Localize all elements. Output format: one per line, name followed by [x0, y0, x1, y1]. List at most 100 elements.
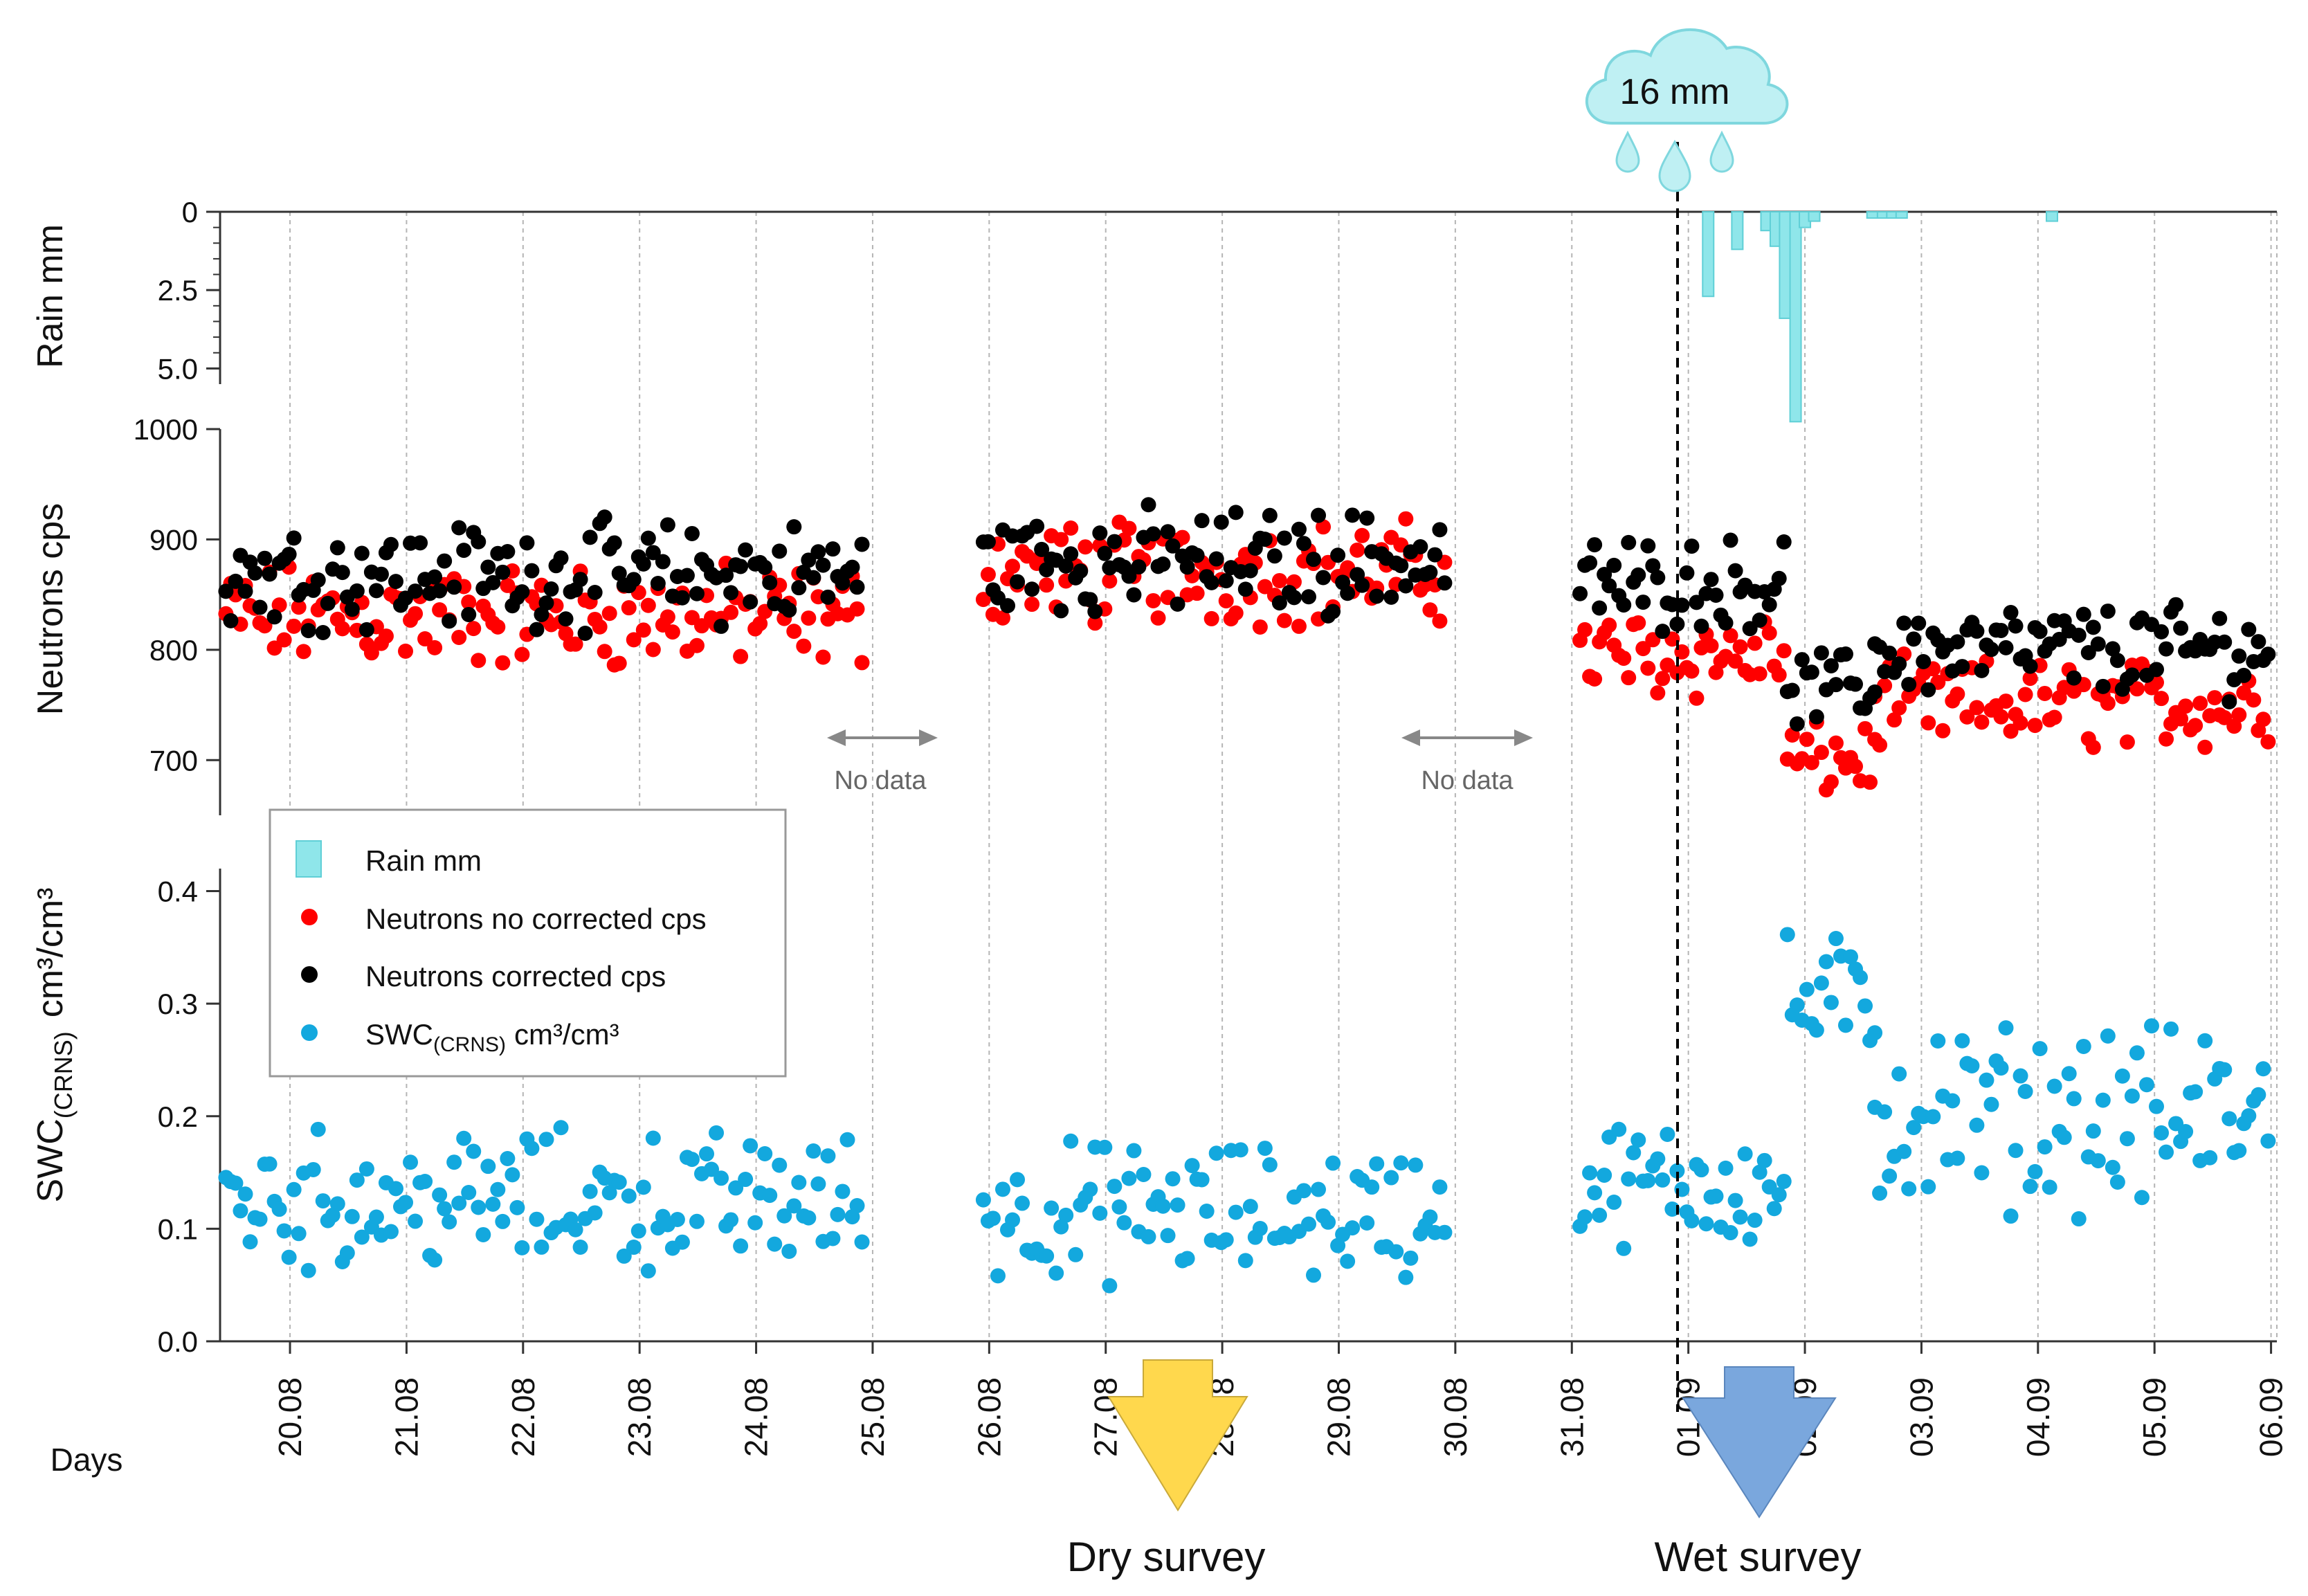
neutrons-point [1350, 542, 1365, 558]
swc-point [1998, 1020, 2014, 1036]
legend-label-corrected: Neutrons corrected cps [365, 960, 666, 992]
neutrons-point [2188, 718, 2203, 734]
swc-point [1359, 1215, 1375, 1231]
neutrons-point [368, 583, 384, 599]
neutrons-point [228, 573, 244, 589]
swc-point [1233, 1142, 1248, 1158]
neutrons-point [1761, 597, 1777, 613]
neutrons-point [1005, 559, 1021, 574]
y-tick-label: 0.0 [158, 1325, 198, 1358]
neutrons-point [223, 613, 239, 628]
neutrons-point [810, 544, 826, 560]
neutrons-point [446, 579, 462, 595]
swc-point [2032, 1041, 2048, 1057]
neutrons-point [1935, 723, 1951, 738]
swc-point [626, 1240, 642, 1255]
neutrons-point [723, 604, 739, 620]
swc-point [1403, 1250, 1419, 1266]
swc-point [300, 1262, 316, 1278]
neutrons-point [1160, 524, 1176, 540]
swc-point [1048, 1265, 1064, 1281]
neutrons-point [2046, 709, 2062, 725]
swc-point [1107, 1179, 1123, 1195]
neutrons-point [2173, 620, 2189, 636]
neutrons-point [854, 655, 870, 671]
swc-point [1708, 1188, 1724, 1204]
neutrons-point [1630, 615, 1646, 631]
swc-panel: 0.0 0.1 0.2 0.3 0.4 SWC(CRNS)cm³/cm³ [30, 869, 2277, 1358]
neutrons-point [1789, 716, 1805, 732]
swc-point [1983, 1096, 1999, 1112]
swc-point [2003, 1208, 2019, 1224]
wet-survey-arrow [1682, 1366, 1837, 1518]
neutrons-point [2246, 692, 2262, 708]
neutrons-point [1194, 513, 1210, 529]
swc-point [417, 1173, 433, 1189]
neutrons-point [1383, 589, 1399, 605]
x-tick-label: 05.09 [2136, 1377, 2172, 1457]
swc-point [2017, 1083, 2033, 1099]
swc-point [1208, 1145, 1224, 1161]
neutrons-point [1189, 547, 1205, 563]
neutrons-point [650, 576, 666, 592]
swc-point [2138, 1077, 2154, 1093]
neutrons-point [1635, 641, 1651, 657]
legend-dot-uncorrected [301, 909, 318, 925]
swc-point [1853, 970, 1869, 986]
swc-point [616, 1248, 632, 1264]
swc-point [485, 1196, 501, 1212]
neutrons-point [1587, 537, 1603, 553]
swc-point [1828, 931, 1844, 947]
neutrons-point [635, 622, 651, 638]
neutrons-point [1901, 676, 1917, 692]
cloud-label: 16 mm [1620, 72, 1730, 112]
neutrons-point [329, 540, 345, 556]
swc-point [276, 1223, 292, 1239]
neutrons-point [626, 632, 642, 648]
swc-point [1587, 1185, 1603, 1201]
swc-point [1141, 1228, 1156, 1244]
neutrons-point [1393, 558, 1409, 574]
neutrons-point [2221, 693, 2237, 709]
dry-survey-marker: Dry survey [1067, 1359, 1265, 1580]
neutrons-point [592, 619, 608, 635]
swc-point [1388, 1244, 1404, 1260]
neutrons-point [2017, 687, 2033, 702]
neutrons-point [1703, 637, 1719, 653]
swc-point [1669, 1163, 1685, 1179]
neutrons-point [2260, 646, 2276, 662]
neutrons-point [577, 626, 593, 642]
neutrons-point [587, 584, 603, 600]
rain-bar [1731, 211, 1744, 251]
swc-point [587, 1205, 603, 1221]
swc-point [1776, 1173, 1792, 1189]
x-axis-title: Days [51, 1442, 123, 1478]
swc-point [1237, 1253, 1253, 1269]
neutrons-point [1228, 505, 1244, 520]
neutrons-point [2255, 711, 2271, 727]
swc-point [495, 1213, 511, 1229]
legend-label-rain: Rain mm [365, 844, 482, 877]
swc-point [830, 1206, 846, 1222]
no-data-label-2: No data [1421, 766, 1514, 795]
swc-point [403, 1154, 419, 1170]
neutrons-point [1432, 522, 1448, 538]
swc-point [835, 1184, 851, 1199]
swc-point [1698, 1216, 1714, 1232]
neutrons-point [1803, 754, 1819, 770]
neutrons-point [1276, 530, 1292, 546]
swc-point [1742, 1231, 1758, 1247]
neutrons-point [1650, 685, 1666, 701]
neutrons-point [252, 599, 268, 615]
neutrons-point [1311, 507, 1327, 523]
neutrons-point [621, 600, 637, 616]
neutrons-point [1708, 587, 1724, 603]
neutrons-point [1316, 570, 1332, 586]
neutrons-point [2212, 610, 2228, 626]
neutrons-point [844, 559, 860, 575]
swc-point [1660, 1126, 1675, 1142]
neutrons-point [432, 583, 448, 599]
swc-point [1179, 1251, 1195, 1267]
neutrons-point [723, 585, 739, 601]
swc-point [1752, 1164, 1768, 1180]
